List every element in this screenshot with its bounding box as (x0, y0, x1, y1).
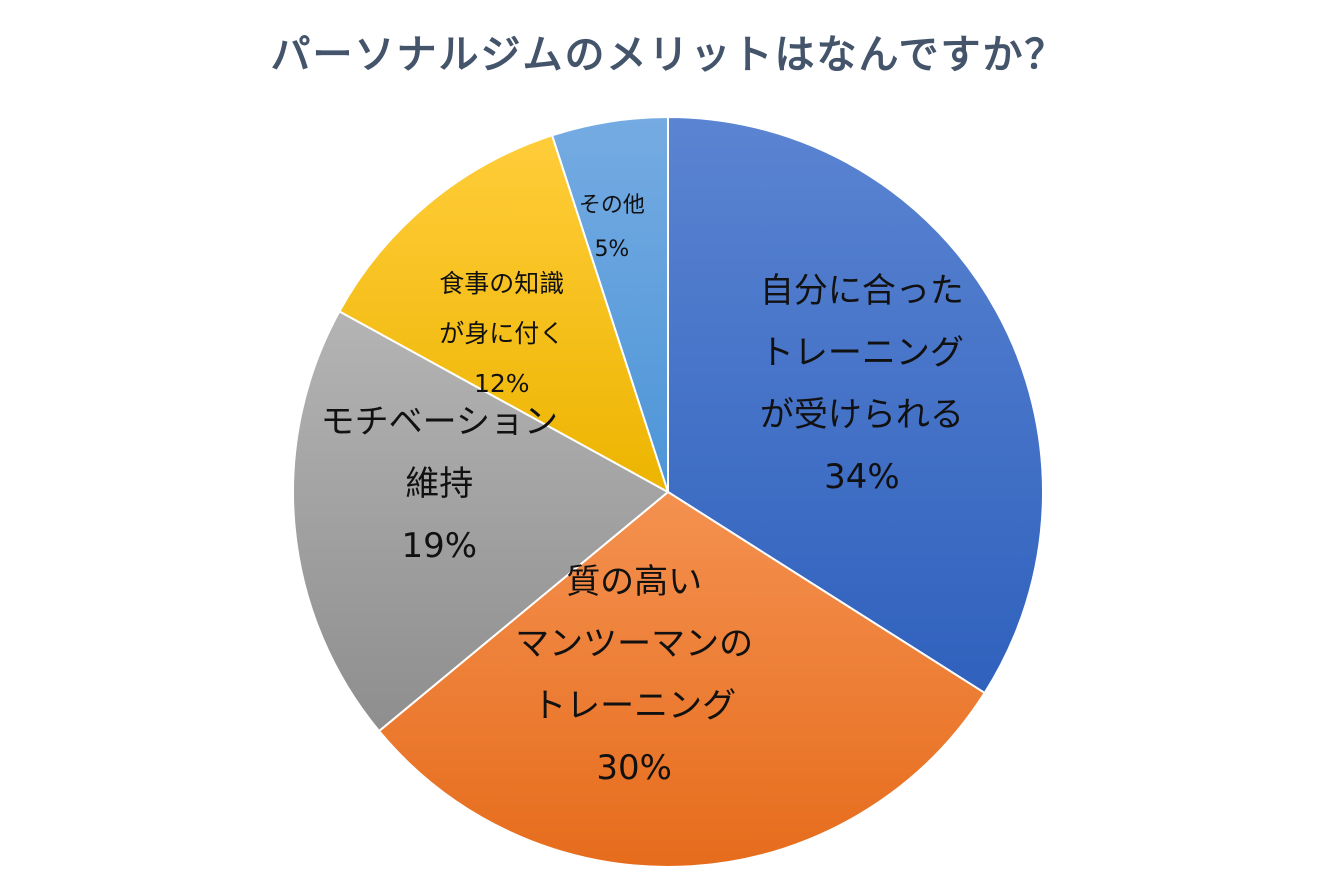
slice-motivation (292, 309, 670, 733)
slice-nutrition-knowledge-label-line: が身に付く (439, 319, 564, 348)
slice-other-label-line: その他 (579, 193, 645, 218)
slice-custom-training-label-line: トレーニング (760, 333, 964, 373)
slice-one-on-one-training-value-label: 30% (596, 748, 672, 788)
pie-labels: 自分に合ったトレーニングが受けられる34%質の高いマンツーマンのトレーニング30… (321, 193, 964, 788)
slice-one-on-one-training (377, 490, 987, 868)
slice-custom-training (667, 115, 1044, 695)
slice-other (550, 115, 669, 493)
slice-motivation-value-label: 19% (402, 526, 478, 566)
slice-motivation-label-line: モチベーション (321, 402, 558, 442)
slice-nutrition-knowledge-value-label: 12% (474, 369, 530, 398)
slice-one-on-one-training-label-line: トレーニング (532, 686, 736, 726)
slice-custom-training-value-label: 34% (824, 457, 900, 497)
slice-other-value-label: 5% (594, 237, 629, 262)
slice-nutrition-knowledge-label-line: 食事の知識 (439, 269, 564, 298)
slice-motivation-label-line: 維持 (405, 464, 473, 504)
slice-one-on-one-training-label-line: 質の高い (566, 562, 702, 602)
slice-nutrition-knowledge (338, 134, 670, 495)
slice-custom-training-label-line: 自分に合った (760, 271, 964, 311)
chart-title: パーソナルジムのメリットはなんですか？ (270, 32, 1067, 78)
slice-custom-training-label-line: が受けられる (760, 395, 964, 435)
pie-slices (292, 115, 1044, 868)
slice-one-on-one-training-label-line: マンツーマンの (515, 624, 753, 664)
